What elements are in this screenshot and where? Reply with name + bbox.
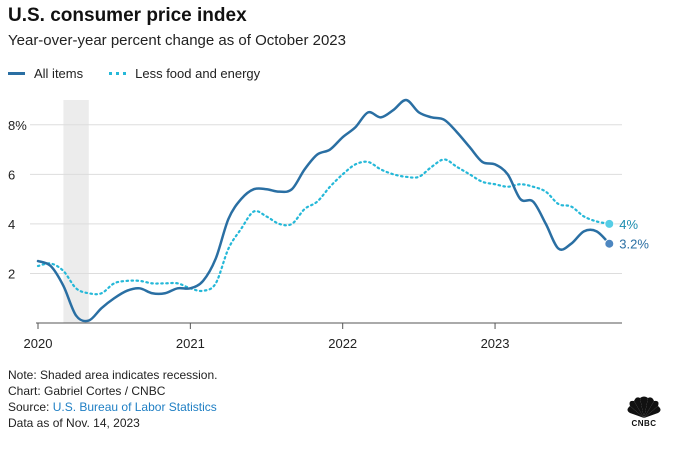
- legend-item-all-items: All items: [8, 66, 83, 81]
- x-tick-label: 2020: [24, 336, 53, 351]
- cnbc-logo: CNBC: [624, 396, 664, 428]
- cnbc-peacock-icon: [627, 396, 661, 418]
- chart-footer: Note: Shaded area indicates recession. C…: [8, 367, 217, 431]
- chart-subtitle: Year-over-year percent change as of Octo…: [8, 32, 346, 49]
- series-all-items-end-label: 3.2%: [619, 237, 649, 252]
- source-line: Source: U.S. Bureau of Labor Statistics: [8, 399, 217, 415]
- y-tick-label: 2: [8, 266, 15, 281]
- series-less-food-energy-end-marker: [604, 218, 615, 229]
- y-tick-label: 6: [8, 167, 15, 182]
- chart-title: U.S. consumer price index: [8, 5, 247, 26]
- legend-label-all-items: All items: [34, 66, 84, 81]
- series-all-items-line: [36, 98, 611, 323]
- series-less-food-energy-end-label: 4%: [619, 217, 638, 232]
- recession-band: [63, 100, 89, 323]
- source-prefix: Source:: [8, 400, 53, 414]
- source-link[interactable]: U.S. Bureau of Labor Statistics: [52, 400, 217, 414]
- chart-legend: All items Less food and energy: [8, 66, 286, 81]
- x-tick-label: 2023: [481, 336, 510, 351]
- series-less-food-energy-line: [36, 158, 611, 296]
- legend-swatch-dotted: [109, 72, 127, 75]
- legend-label-core: Less food and energy: [135, 66, 261, 81]
- chart-credit: Chart: Gabriel Cortes / CNBC: [8, 384, 166, 398]
- recession-note: Note: Shaded area indicates recession.: [8, 368, 218, 382]
- x-tick-label: 2022: [328, 336, 357, 351]
- cnbc-logo-text: CNBC: [631, 419, 657, 428]
- x-tick-label: 2021: [176, 336, 205, 351]
- legend-item-core: Less food and energy: [109, 66, 260, 81]
- data-date: Data as of Nov. 14, 2023: [8, 416, 140, 430]
- y-tick-label: 8%: [8, 118, 27, 133]
- legend-swatch-solid: [8, 72, 25, 75]
- y-tick-label: 4: [8, 217, 15, 232]
- series-all-items-end-marker: [604, 238, 615, 249]
